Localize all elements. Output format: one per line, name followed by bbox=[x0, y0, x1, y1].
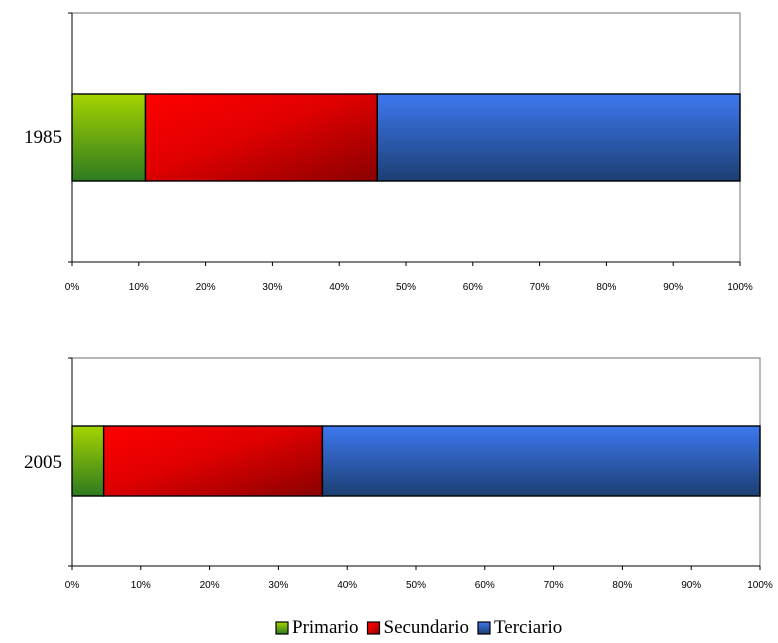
legend-swatch bbox=[366, 621, 381, 635]
legend-swatch bbox=[477, 621, 491, 635]
x-tick-label: 0% bbox=[65, 580, 80, 591]
x-tick-label: 10% bbox=[131, 580, 151, 591]
x-tick-label: 80% bbox=[612, 580, 632, 591]
x-tick-label: 40% bbox=[329, 282, 349, 293]
category-label: 1985 bbox=[24, 127, 62, 148]
x-tick-label: 90% bbox=[681, 580, 701, 591]
x-tick-label: 90% bbox=[663, 282, 683, 293]
x-tick-label: 30% bbox=[262, 282, 282, 293]
legend-label: Secundario bbox=[384, 617, 469, 638]
category-label: 2005 bbox=[24, 452, 62, 473]
legend-label: Terciario bbox=[494, 617, 562, 638]
x-tick-label: 50% bbox=[406, 580, 426, 591]
bar-segment-terciario bbox=[321, 425, 761, 497]
bar-segment-primario bbox=[71, 425, 105, 497]
bar-segment-secundario bbox=[102, 425, 324, 497]
x-tick-label: 20% bbox=[196, 282, 216, 293]
chart-panel-2005: 0% 10% 20% 30% 40% 50% 60% 70% 80% 90% 100% 2005 bbox=[24, 357, 773, 591]
x-tick-label: 70% bbox=[530, 282, 550, 293]
x-tick-label: 60% bbox=[475, 580, 495, 591]
x-tick-label: 30% bbox=[268, 580, 288, 591]
legend-item-primario: Primario bbox=[275, 617, 359, 638]
chart-panel-1985: 0% 10% 20% 30% 40% 50% 60% 70% 80% 90% 100% 1985 bbox=[24, 12, 753, 293]
legend: Primario Secundario Terciario bbox=[275, 617, 562, 638]
bar-segment-primario bbox=[71, 93, 147, 182]
x-tick-label: 80% bbox=[596, 282, 616, 293]
x-tick-label: 100% bbox=[747, 580, 773, 591]
bar-segment-terciario bbox=[376, 93, 741, 182]
x-tick-label: 40% bbox=[337, 580, 357, 591]
x-tick-label: 100% bbox=[727, 282, 753, 293]
x-tick-label: 60% bbox=[463, 282, 483, 293]
x-tick-label: 70% bbox=[544, 580, 564, 591]
x-tick-label: 10% bbox=[129, 282, 149, 293]
bar-segment-secundario bbox=[144, 93, 378, 182]
x-tick-label: 0% bbox=[65, 282, 80, 293]
x-tick-label: 20% bbox=[200, 580, 220, 591]
legend-swatch bbox=[275, 621, 289, 635]
x-tick-label: 50% bbox=[396, 282, 416, 293]
legend-item-terciario: Terciario bbox=[477, 617, 562, 638]
legend-item-secundario: Secundario bbox=[366, 617, 469, 638]
legend-label: Primario bbox=[292, 617, 359, 638]
